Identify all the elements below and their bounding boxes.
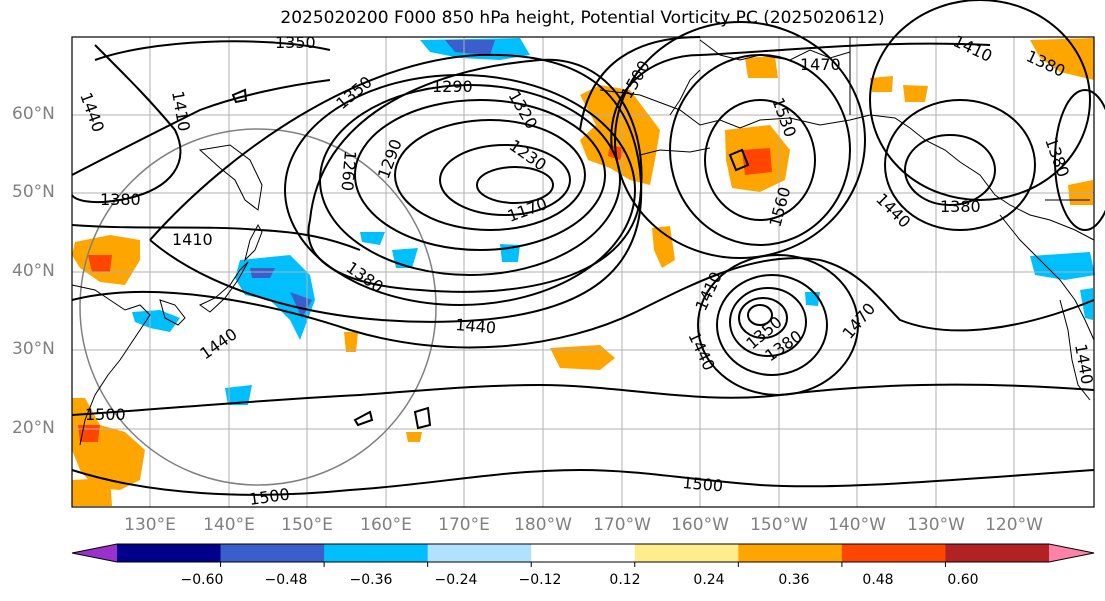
- colorbar-tick-label: −0.60: [180, 572, 224, 588]
- contour-label: 1500: [85, 405, 126, 424]
- contour-label: 1500: [682, 473, 724, 495]
- colorbar-tick-label: −0.12: [518, 572, 562, 588]
- colorbar-extend-high: [1049, 544, 1094, 562]
- colorbar-tick-label: 0.24: [693, 572, 725, 588]
- contour-label: 1290: [374, 137, 406, 182]
- colorbar-segment: [634, 544, 739, 562]
- contour-label: 1440: [684, 329, 718, 374]
- lon-label-180w: 180°W: [514, 515, 572, 535]
- contour-label: 1440: [455, 315, 497, 337]
- lat-label-50n: 50°N: [12, 182, 55, 202]
- lat-label-60n: 60°N: [12, 104, 55, 124]
- contour-label: 1500: [617, 57, 654, 102]
- lon-label-170w: 170°W: [593, 515, 651, 535]
- colorbar-tick-label: −0.36: [349, 572, 393, 588]
- contour-label: 1410: [172, 230, 213, 249]
- lon-label-140e: 140°E: [203, 515, 255, 535]
- colorbar-segment: [427, 544, 532, 562]
- range-circle: [79, 128, 437, 486]
- lon-label-160e: 160°E: [360, 515, 412, 535]
- colorbar-segment: [945, 544, 1050, 562]
- contour-label: 1290: [432, 77, 473, 96]
- colorbar-segment: [738, 544, 843, 562]
- contour-label: 1380: [100, 190, 141, 209]
- contour-label: 1260: [337, 150, 359, 192]
- colorbar-outline: [71, 543, 1095, 563]
- colorbar-tick-label: −0.48: [264, 572, 308, 588]
- colorbar-tick-label: −0.24: [434, 572, 478, 588]
- lon-label-130w: 130°W: [907, 515, 965, 535]
- colorbar-segment: [324, 544, 429, 562]
- colorbar-segment: [220, 544, 325, 562]
- colorbar-segment: [841, 544, 946, 562]
- colorbar-tick-label: 0.36: [778, 572, 810, 588]
- contour-label: 1440: [872, 189, 914, 231]
- colorbar: [71, 543, 1095, 567]
- contour-label: 1440: [196, 324, 240, 363]
- lon-label-130e: 130°E: [124, 515, 176, 535]
- contour-label: 1470: [800, 55, 841, 74]
- lon-label-150e: 150°E: [281, 515, 333, 535]
- contour-label: 1470: [839, 299, 880, 342]
- lon-label-140w: 140°W: [828, 515, 886, 535]
- lat-label-30n: 30°N: [12, 339, 55, 359]
- contour-label: 1380: [940, 197, 981, 216]
- contour-label: 1380: [343, 258, 387, 297]
- colorbar-extend-low: [72, 544, 117, 562]
- lat-label-20n: 20°N: [12, 418, 55, 438]
- contour-label: 1350: [275, 33, 316, 52]
- lon-label-160w: 160°W: [671, 515, 729, 535]
- colorbar-segment: [117, 544, 222, 562]
- lon-label-150w: 150°W: [750, 515, 808, 535]
- contour-label: 1440: [76, 90, 108, 135]
- contour-label: 1500: [248, 484, 291, 508]
- contour-label: 1440: [1071, 342, 1097, 385]
- colorbar-tick-label: 0.60: [947, 572, 979, 588]
- lon-label-120w: 120°W: [985, 515, 1043, 535]
- lat-label-40n: 40°N: [12, 261, 55, 281]
- pv-shading: [72, 38, 1095, 506]
- colorbar-segment: [531, 544, 636, 562]
- height-contours: [71, 0, 1105, 496]
- lon-label-170e: 170°E: [438, 515, 490, 535]
- map-frame: [71, 36, 1095, 508]
- colorbar-tick-label: 0.12: [609, 572, 641, 588]
- contour-label: 1560: [766, 185, 795, 229]
- colorbar-tick-label: 0.48: [862, 572, 894, 588]
- contour-label: 1380: [1041, 135, 1073, 180]
